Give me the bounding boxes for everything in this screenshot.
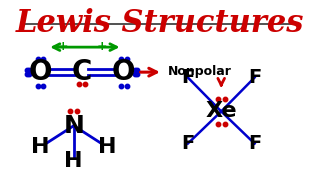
- Text: O: O: [28, 58, 52, 86]
- Text: Lewis Structures: Lewis Structures: [16, 8, 304, 39]
- Text: Xe: Xe: [205, 102, 237, 122]
- Text: F: F: [181, 134, 195, 153]
- Text: +: +: [57, 40, 68, 53]
- Text: N: N: [63, 114, 84, 138]
- Text: H: H: [98, 137, 116, 157]
- Text: C: C: [72, 58, 92, 86]
- Text: O: O: [112, 58, 136, 86]
- Text: H: H: [65, 151, 83, 171]
- Text: F: F: [248, 134, 261, 153]
- Text: +: +: [96, 40, 107, 53]
- Text: Nonpolar: Nonpolar: [168, 65, 232, 78]
- Text: F: F: [248, 68, 261, 87]
- Text: F: F: [181, 68, 195, 87]
- Text: H: H: [31, 137, 50, 157]
